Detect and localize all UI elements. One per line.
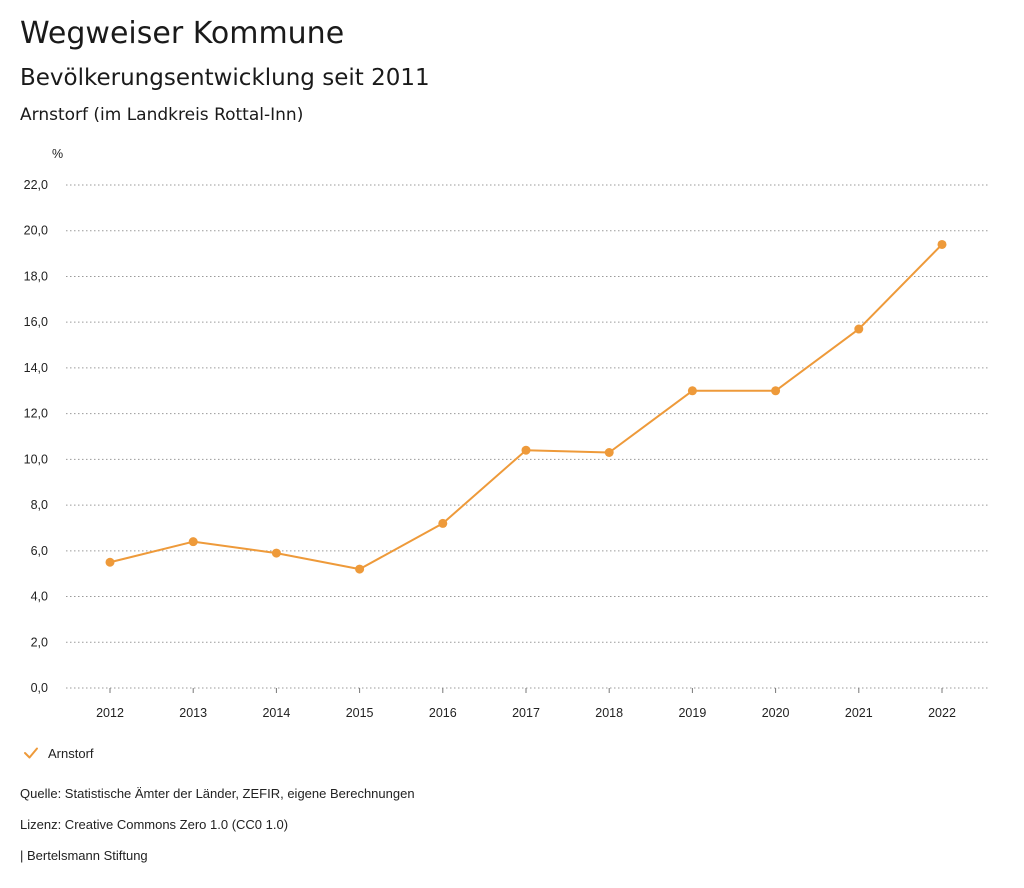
x-tick-label: 2016 [429, 706, 457, 720]
x-axis-ticks: 2012 2013 2014 2015 2016 2017 2018 2019 2020 2021… [96, 688, 956, 720]
x-tick-label: 2012 [96, 706, 124, 720]
y-tick-label: 12,0 [24, 407, 48, 421]
data-point[interactable] [188, 537, 198, 547]
data-point[interactable] [438, 518, 448, 528]
grid-lines [66, 184, 990, 689]
y-axis-ticks: 0,0 2,0 4,0 6,0 8,0 10,0 12,0 14,0 16,0 18,0 20,0 2… [24, 178, 48, 695]
data-point[interactable] [355, 564, 365, 574]
legend-label-arnstorf: Arnstorf [48, 745, 94, 761]
y-tick-label: 22,0 [24, 178, 48, 192]
data-point[interactable] [604, 448, 614, 458]
data-point[interactable] [854, 324, 864, 334]
chart-subtitle: Bevölkerungsentwicklung seit 2011 [20, 65, 430, 91]
y-tick-label: 2,0 [31, 635, 48, 649]
x-tick-label: 2019 [678, 706, 706, 720]
y-tick-label: 8,0 [31, 498, 48, 512]
data-point[interactable] [271, 548, 281, 558]
region-label: Arnstorf (im Landkreis Rottal-Inn) [20, 105, 304, 125]
series-arnstorf [105, 239, 947, 574]
y-tick-label: 16,0 [24, 315, 48, 329]
x-tick-label: 2015 [346, 706, 374, 720]
data-point[interactable] [105, 557, 115, 567]
data-point[interactable] [771, 386, 781, 396]
check-icon [24, 747, 38, 759]
x-tick-label: 2021 [845, 706, 873, 720]
line-chart: % 0,0 2,0 4,0 6,0 8,0 10,0 12,0 14,0 16,0 18,0 20,… [24, 147, 990, 720]
x-tick-label: 2017 [512, 706, 540, 720]
x-tick-label: 2014 [262, 706, 290, 720]
license-note: Lizenz: Creative Commons Zero 1.0 (CC0 1… [20, 817, 289, 832]
series-line [109, 243, 943, 571]
data-point[interactable] [521, 445, 531, 455]
y-tick-label: 20,0 [24, 224, 48, 238]
data-point[interactable] [937, 239, 947, 249]
y-axis-unit-label: % [52, 147, 63, 161]
y-tick-label: 0,0 [31, 681, 48, 695]
publisher-note: | Bertelsmann Stiftung [20, 848, 148, 863]
y-tick-label: 10,0 [24, 452, 48, 466]
y-tick-label: 6,0 [31, 544, 48, 558]
y-tick-label: 18,0 [24, 269, 48, 283]
x-tick-label: 2020 [762, 706, 790, 720]
y-tick-label: 14,0 [24, 361, 48, 375]
data-point[interactable] [687, 386, 697, 396]
source-note: Quelle: Statistische Ämter der Länder, Z… [20, 786, 415, 801]
x-tick-label: 2022 [928, 706, 956, 720]
x-tick-label: 2013 [179, 706, 207, 720]
legend[interactable]: Arnstorf [22, 744, 94, 762]
chart-title: Wegweiser Kommune [20, 16, 345, 51]
x-tick-label: 2018 [595, 706, 623, 720]
y-tick-label: 4,0 [31, 590, 48, 604]
